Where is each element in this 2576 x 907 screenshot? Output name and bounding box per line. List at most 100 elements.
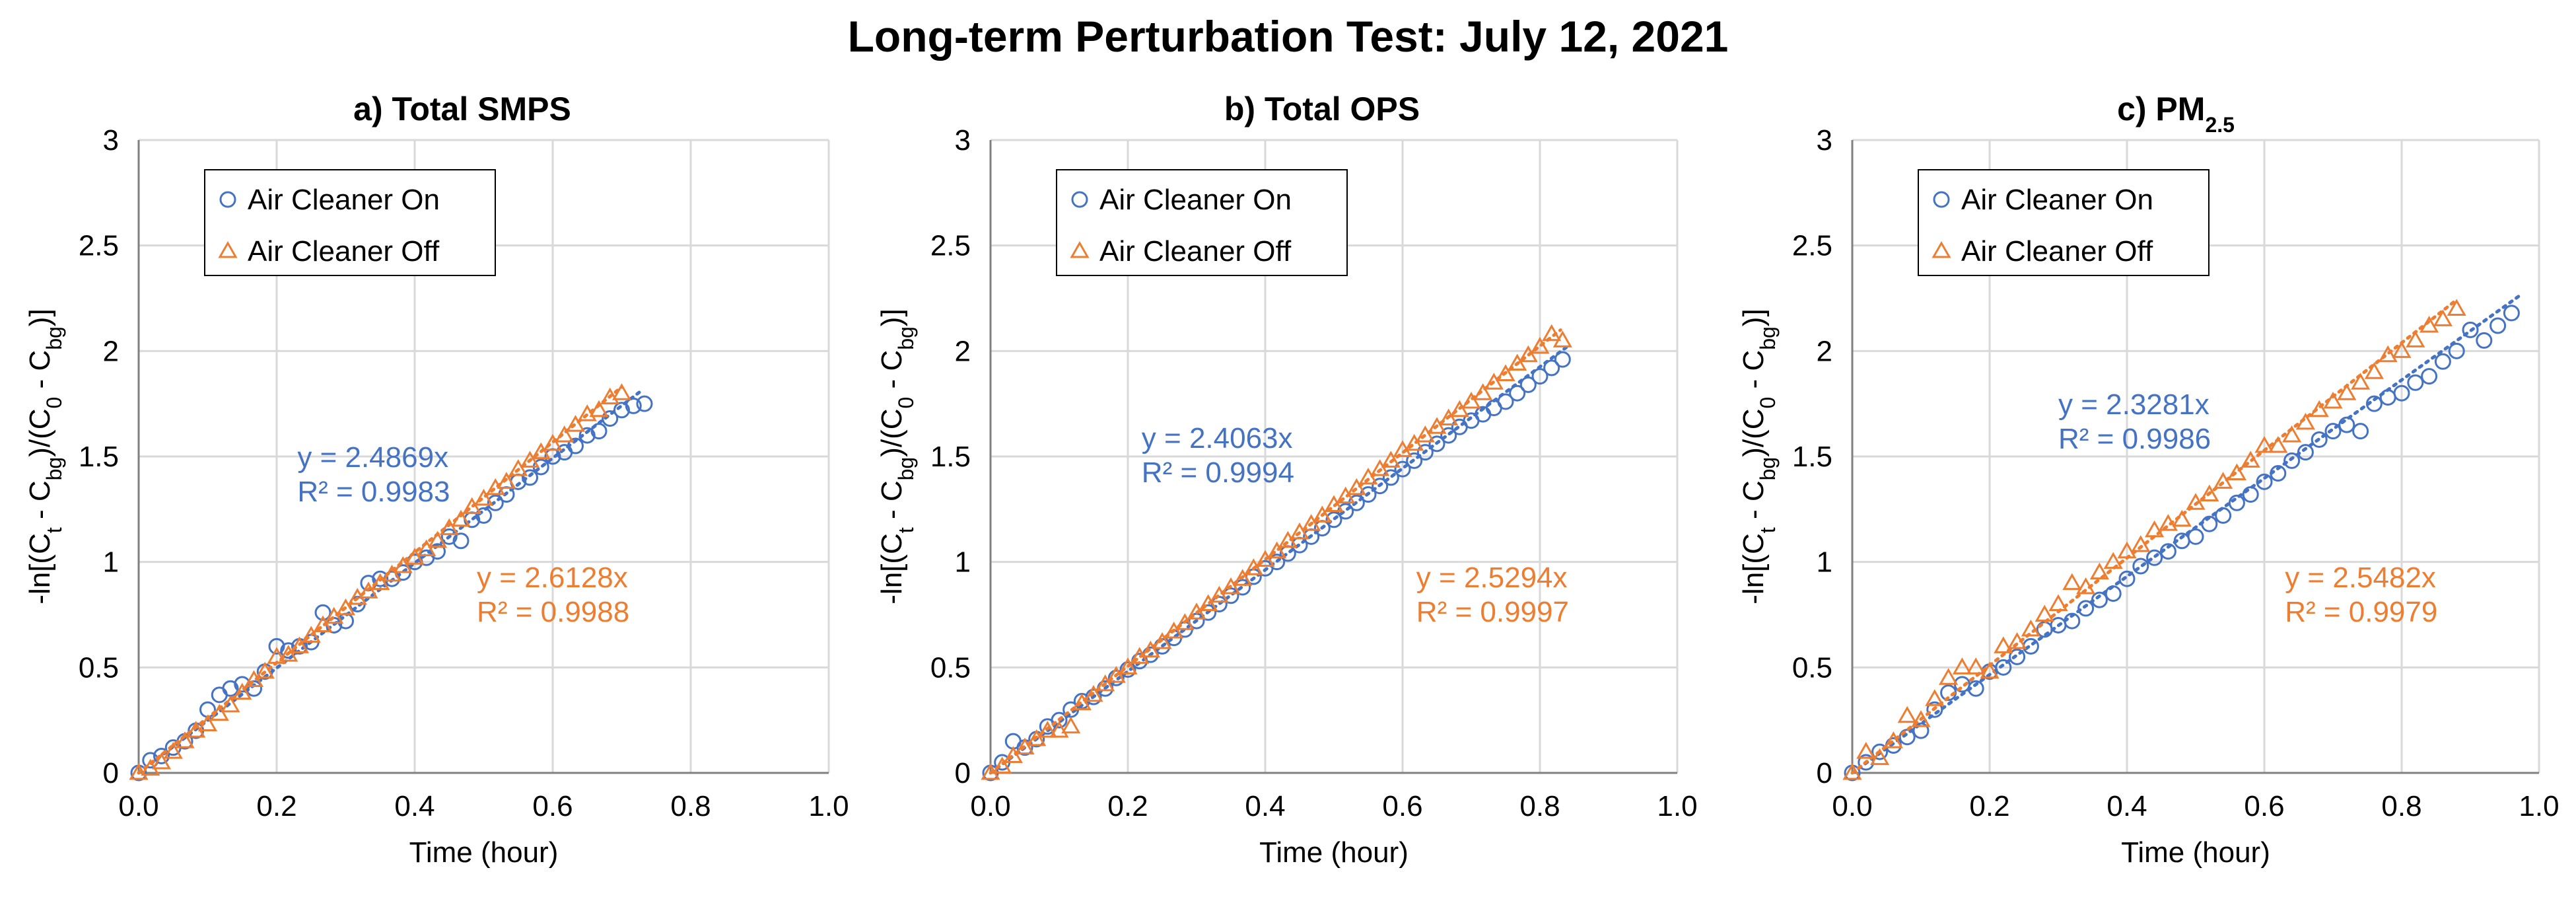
data-point <box>577 404 597 421</box>
data-point <box>590 423 608 440</box>
chart-panel-1: a) Total SMPS 0.0 0.2 0.4 0.6 0.8 1.0 0 0.5 1 1.5 2… <box>24 91 849 869</box>
data-point <box>2352 423 2369 440</box>
legend: Air Cleaner On Air Cleaner Off <box>204 169 496 276</box>
data-point <box>393 556 413 573</box>
data-point <box>2146 549 2163 566</box>
chart-panel-3: c) PM2.50.0 0.2 0.4 0.6 0.8 1.000.511.522.53T… <box>1737 91 2559 869</box>
data-point <box>2379 389 2396 406</box>
data-point <box>2295 412 2315 430</box>
data-point <box>2048 594 2068 612</box>
data-point <box>175 731 195 748</box>
data-point <box>405 548 425 565</box>
y-axis-title-part: bg <box>42 326 66 350</box>
data-point <box>429 543 446 560</box>
data-point <box>2270 465 2287 482</box>
data-point <box>2021 619 2040 637</box>
data-point <box>1096 674 1115 692</box>
data-point <box>280 642 297 659</box>
x-tick-label: 0.2 <box>256 790 296 822</box>
data-point <box>1119 661 1136 678</box>
y-axis-title-part: t <box>42 527 66 533</box>
data-point <box>1911 710 1931 727</box>
data-point <box>2324 423 2342 440</box>
data-point <box>1346 478 1366 495</box>
panel-title-main: b) Total OPS <box>1224 91 1420 127</box>
data-point <box>2241 451 2260 468</box>
legend-marker-circle <box>219 191 236 208</box>
x-axis-title: Time (hour) <box>2121 836 2270 869</box>
data-point <box>267 647 287 664</box>
data-point <box>1856 742 1876 759</box>
data-point <box>1484 373 1504 390</box>
x-tick-label: 0.8 <box>670 790 711 822</box>
data-point <box>439 518 459 536</box>
data-point <box>2007 632 2027 649</box>
legend-label: Air Cleaner On <box>1961 184 2153 216</box>
x-tick-label: 1.0 <box>2519 790 2559 822</box>
data-point <box>382 564 402 582</box>
y-axis-title-part: )] <box>876 308 908 326</box>
data-point <box>1883 731 1903 748</box>
data-point <box>2064 612 2081 630</box>
data-point <box>1497 393 1514 410</box>
x-tick-label: 0.8 <box>2381 790 2421 822</box>
data-point <box>2448 342 2465 359</box>
data-point <box>1324 495 1344 512</box>
legend-label: Air Cleaner Off <box>248 235 440 268</box>
data-point <box>2365 395 2383 412</box>
data-point <box>1531 368 1549 385</box>
data-point <box>555 425 574 443</box>
data-point <box>1440 427 1457 444</box>
data-point <box>2323 391 2343 409</box>
data-point <box>497 472 516 489</box>
y-tick-label: 1.5 <box>1792 441 1832 473</box>
y-axis-title-part: - C <box>24 480 56 527</box>
trendline-equation: y = 2.5482x <box>2285 562 2436 594</box>
y-tick-label: 2 <box>1817 335 1832 367</box>
y-axis-title-part: t <box>894 527 918 533</box>
legend-marker-triangle <box>218 240 238 258</box>
data-point <box>2213 472 2233 489</box>
x-axis-title: Time (hour) <box>1259 836 1409 869</box>
data-point <box>372 570 389 587</box>
data-point <box>313 615 333 632</box>
data-point <box>2392 341 2412 358</box>
trendline-equation: y = 2.3281x <box>2058 388 2210 421</box>
data-point <box>520 451 540 468</box>
y-tick-label: 2.5 <box>1792 230 1832 262</box>
panel-title: a) Total SMPS <box>353 91 571 127</box>
legend: Air Cleaner On Air Cleaner Off <box>1918 169 2210 276</box>
data-point <box>578 427 596 444</box>
y-tick-label: 3 <box>1817 124 1832 157</box>
data-point <box>1221 577 1241 595</box>
y-tick-label: 3 <box>955 124 971 157</box>
data-point <box>2062 573 2082 591</box>
y-tick-label: 1.5 <box>930 441 971 473</box>
y-axis-title-part: bg <box>894 326 918 350</box>
trendline-r-squared: R² = 0.9997 <box>1416 596 1569 628</box>
y-tick-label: 1 <box>103 546 119 579</box>
y-tick-label: 2.5 <box>930 230 971 262</box>
legend-marker-triangle <box>1070 240 1090 258</box>
data-point <box>992 756 1012 774</box>
data-point <box>1926 701 1943 718</box>
data-point <box>2022 637 2039 655</box>
legend-box <box>1056 169 1348 276</box>
data-point <box>2421 368 2438 385</box>
data-point <box>1152 632 1172 649</box>
data-point <box>1871 743 1889 760</box>
data-point <box>197 714 218 732</box>
legend-marker-circle <box>1071 191 1088 208</box>
data-point <box>301 626 321 643</box>
y-axis-title-part: bg <box>42 457 66 481</box>
data-point <box>2089 562 2109 580</box>
y-tick-label: 0 <box>103 757 119 789</box>
x-tick-label: 0.6 <box>2244 790 2284 822</box>
data-point <box>543 433 563 451</box>
data-point <box>1870 748 1890 766</box>
data-point <box>462 497 482 515</box>
y-tick-label: 2 <box>103 335 119 367</box>
data-point <box>244 670 264 687</box>
data-point <box>2254 436 2274 453</box>
data-point <box>1952 657 1972 674</box>
